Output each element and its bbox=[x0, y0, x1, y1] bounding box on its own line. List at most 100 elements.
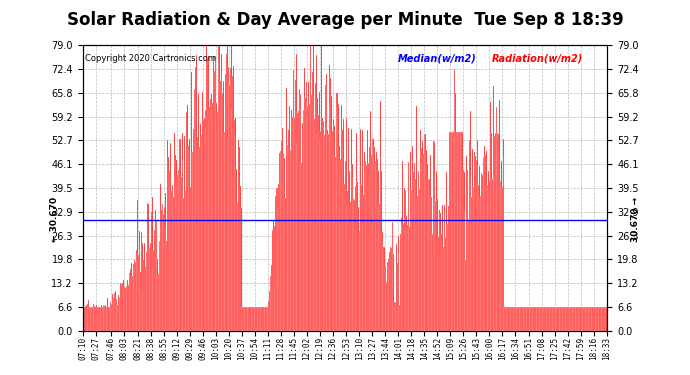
Bar bbox=[388, 266, 389, 331]
Bar bbox=[160, 183, 161, 331]
Bar bbox=[352, 164, 353, 331]
Bar bbox=[572, 307, 573, 331]
Bar bbox=[254, 307, 255, 331]
Bar bbox=[186, 112, 187, 331]
Bar bbox=[467, 170, 468, 331]
Bar bbox=[586, 307, 587, 331]
Bar bbox=[375, 123, 377, 331]
Bar bbox=[568, 307, 569, 331]
Bar bbox=[479, 166, 480, 331]
Bar bbox=[150, 243, 151, 331]
Bar bbox=[364, 152, 365, 331]
Bar bbox=[537, 307, 538, 331]
Bar bbox=[466, 156, 467, 331]
Bar bbox=[103, 305, 104, 331]
Bar bbox=[560, 307, 561, 331]
Bar bbox=[304, 68, 305, 331]
Bar bbox=[295, 81, 296, 331]
Bar bbox=[188, 149, 190, 331]
Bar bbox=[241, 307, 242, 331]
Bar bbox=[575, 307, 576, 331]
Bar bbox=[519, 307, 520, 331]
Bar bbox=[116, 300, 117, 331]
Bar bbox=[351, 129, 352, 331]
Bar bbox=[202, 92, 204, 331]
Bar bbox=[244, 307, 245, 331]
Bar bbox=[226, 54, 227, 331]
Bar bbox=[322, 118, 323, 331]
Bar bbox=[553, 307, 554, 331]
Bar bbox=[299, 94, 301, 331]
Bar bbox=[102, 307, 103, 331]
Bar bbox=[452, 132, 453, 331]
Text: 30.670 →: 30.670 → bbox=[631, 197, 640, 242]
Bar bbox=[477, 166, 478, 331]
Bar bbox=[468, 135, 469, 331]
Bar bbox=[576, 307, 577, 331]
Bar bbox=[90, 307, 91, 331]
Bar bbox=[119, 297, 120, 331]
Bar bbox=[190, 187, 191, 331]
Bar bbox=[385, 266, 386, 331]
Bar bbox=[584, 307, 585, 331]
Bar bbox=[556, 307, 558, 331]
Bar bbox=[427, 164, 428, 331]
Bar bbox=[374, 147, 375, 331]
Bar bbox=[222, 93, 223, 331]
Bar bbox=[579, 307, 580, 331]
Bar bbox=[148, 204, 149, 331]
Bar bbox=[229, 85, 230, 331]
Bar bbox=[151, 212, 152, 331]
Bar bbox=[597, 307, 598, 331]
Bar bbox=[496, 107, 497, 331]
Bar bbox=[242, 307, 243, 331]
Bar bbox=[111, 304, 112, 331]
Bar bbox=[413, 172, 414, 331]
Bar bbox=[355, 186, 356, 331]
Bar bbox=[225, 58, 226, 331]
Bar bbox=[397, 262, 398, 331]
Bar bbox=[409, 226, 410, 331]
Bar bbox=[457, 132, 458, 331]
Bar bbox=[121, 284, 122, 331]
Bar bbox=[166, 242, 167, 331]
Bar bbox=[434, 142, 435, 331]
Bar bbox=[139, 249, 140, 331]
Bar bbox=[313, 96, 315, 331]
Bar bbox=[99, 307, 100, 331]
Bar bbox=[310, 51, 311, 331]
Bar bbox=[343, 142, 344, 331]
Bar bbox=[303, 110, 304, 331]
Bar bbox=[598, 307, 599, 331]
Bar bbox=[324, 135, 325, 331]
Bar bbox=[588, 307, 589, 331]
Bar bbox=[206, 45, 207, 331]
Bar bbox=[181, 132, 183, 331]
Bar bbox=[581, 307, 582, 331]
Bar bbox=[338, 104, 339, 331]
Bar bbox=[345, 161, 346, 331]
Bar bbox=[284, 158, 285, 331]
Bar bbox=[147, 203, 148, 331]
Bar bbox=[183, 160, 184, 331]
Bar bbox=[446, 172, 447, 331]
Bar bbox=[231, 45, 232, 331]
Bar bbox=[270, 262, 271, 331]
Bar bbox=[362, 130, 363, 331]
Bar bbox=[559, 307, 560, 331]
Bar bbox=[123, 280, 124, 331]
Bar bbox=[541, 307, 542, 331]
Bar bbox=[577, 307, 578, 331]
Bar bbox=[243, 307, 244, 331]
Bar bbox=[179, 139, 180, 331]
Bar bbox=[204, 118, 205, 331]
Bar bbox=[98, 307, 99, 331]
Bar bbox=[159, 195, 160, 331]
Bar bbox=[120, 297, 121, 331]
Bar bbox=[132, 264, 134, 331]
Bar bbox=[337, 93, 338, 331]
Bar bbox=[366, 165, 367, 331]
Bar bbox=[398, 236, 399, 331]
Bar bbox=[435, 201, 436, 331]
Bar bbox=[191, 72, 192, 331]
